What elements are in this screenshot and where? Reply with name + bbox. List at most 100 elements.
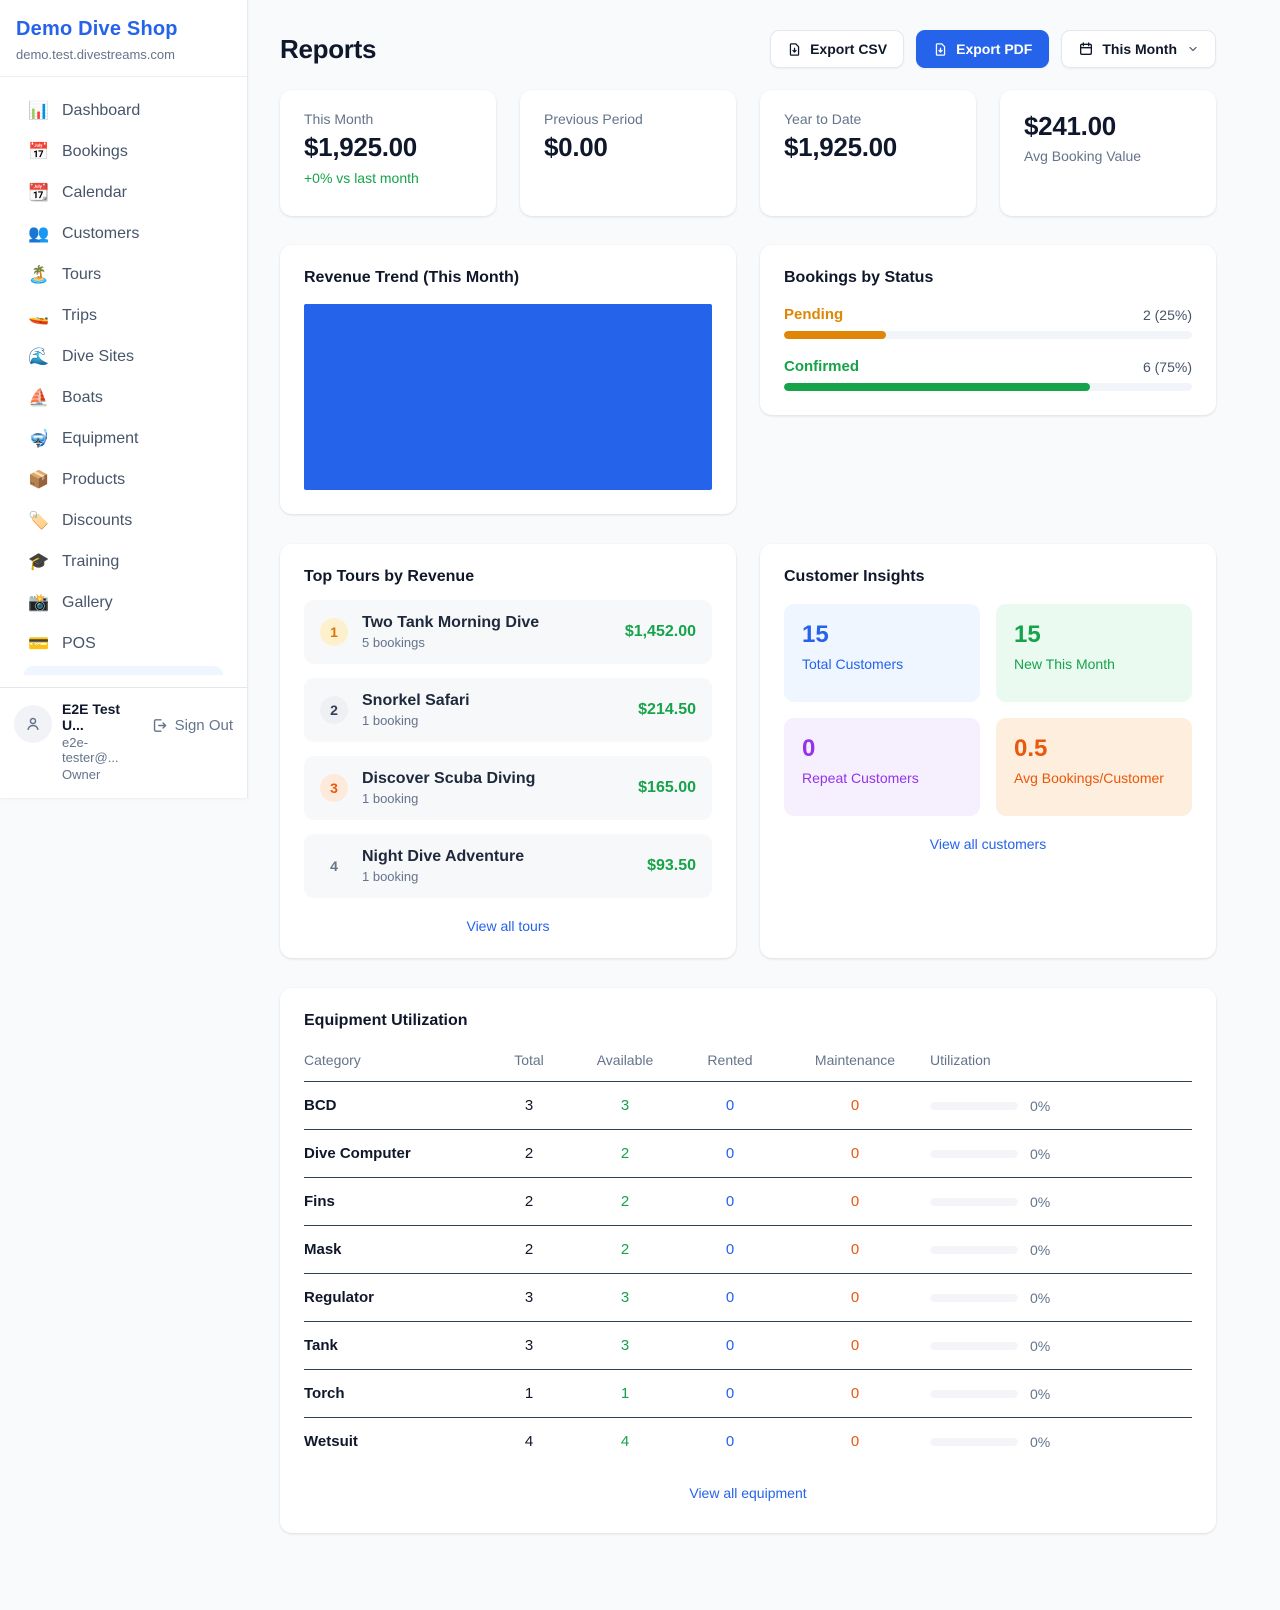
utilization-cell: 0% — [930, 1242, 1192, 1258]
equipment-table: Category Total Available Rented Maintena… — [304, 1042, 1192, 1465]
rank-badge: 4 — [330, 858, 338, 874]
table-row: Mask 2 2 0 0 0% — [304, 1225, 1192, 1274]
status-label: Pending — [784, 306, 844, 323]
insight-grid: 15 Total Customers 15 New This Month 0 R… — [784, 604, 1192, 816]
tour-bookings: 1 booking — [362, 713, 419, 728]
sidebar-item-training[interactable]: 🎓 Training — [12, 542, 235, 582]
sidebar-item-label: Discounts — [62, 512, 133, 529]
col-total: Total — [514, 1052, 544, 1068]
tour-name: Discover Scuba Diving — [362, 770, 536, 787]
page-header: Reports Export CSV Export PDF This Month — [280, 30, 1216, 68]
sidebar-user-section: E2E Test U... e2e-tester@... Owner Sign … — [0, 687, 247, 798]
utilization-cell: 0% — [930, 1338, 1192, 1354]
view-all-tours-link[interactable]: View all tours — [466, 918, 550, 934]
status-count: 6 (75%) — [1142, 358, 1192, 375]
file-download-icon — [933, 42, 948, 57]
status-bar-fill — [784, 331, 886, 339]
sidebar-item-calendar[interactable]: 📆 Calendar — [12, 173, 235, 213]
sidebar-nav: 📊 Dashboard 📅 Bookings 📆 Calendar 👥 Customer… — [0, 77, 247, 687]
sidebar-item-dashboard[interactable]: 📊 Dashboard — [12, 91, 235, 131]
utilization-cell: 0% — [930, 1098, 1192, 1114]
export-csv-button[interactable]: Export CSV — [770, 30, 905, 68]
header-actions: Export CSV Export PDF This Month — [770, 30, 1216, 68]
rank-badge: 1 — [320, 618, 348, 646]
stat-value: $0.00 — [544, 132, 608, 162]
view-all-customers-link[interactable]: View all customers — [929, 836, 1047, 852]
export-pdf-label: Export PDF — [956, 41, 1033, 57]
col-available: Available — [596, 1052, 654, 1068]
sidebar-item-bookings[interactable]: 📅 Bookings — [12, 132, 235, 172]
stat-value: $241.00 — [1024, 111, 1116, 141]
sidebar-header: Demo Dive Shop demo.test.divestreams.com — [0, 0, 247, 77]
top-tours-card: Top Tours by Revenue 1 Two Tank Morning … — [280, 544, 736, 958]
sidebar-item-equipment[interactable]: 🤿 Equipment — [12, 419, 235, 459]
tour-bookings: 1 booking — [362, 791, 419, 806]
table-row: Tank 3 3 0 0 0% — [304, 1321, 1192, 1370]
sign-out-button[interactable]: Sign Out — [151, 717, 233, 734]
user-email: e2e-tester@... — [62, 735, 119, 765]
main-content: Reports Export CSV Export PDF This Month — [248, 0, 1280, 1593]
boats-icon: ⛵ — [28, 388, 50, 407]
status-bar-track — [784, 383, 1192, 391]
sidebar-item-label: POS — [62, 635, 96, 652]
sidebar-item-pos[interactable]: 💳 POS — [12, 624, 235, 664]
sidebar-item-label: Training — [62, 553, 120, 570]
export-csv-label: Export CSV — [810, 41, 888, 57]
stat-card-year-to-date: Year to Date $1,925.00 — [760, 90, 976, 216]
tour-amount: $1,452.00 — [624, 623, 696, 640]
table-row: BCD 3 3 0 0 0% — [304, 1081, 1192, 1130]
status-row-pending: Pending 2 (25%) — [784, 306, 1192, 339]
tour-name: Snorkel Safari — [362, 692, 470, 709]
tile-label: Total Customers — [802, 656, 904, 672]
discounts-icon: 🏷️ — [28, 511, 50, 530]
export-pdf-button[interactable]: Export PDF — [916, 30, 1050, 68]
sidebar-item-dive-sites[interactable]: 🌊 Dive Sites — [12, 337, 235, 377]
sidebar-item-products[interactable]: 📦 Products — [12, 460, 235, 500]
sidebar-item-tours[interactable]: 🏝️ Tours — [12, 255, 235, 295]
sidebar-item-trips[interactable]: 🚤 Trips — [12, 296, 235, 336]
sign-out-label: Sign Out — [174, 717, 233, 734]
stat-value: $1,925.00 — [304, 132, 417, 162]
stat-value: $1,925.00 — [784, 132, 897, 162]
sidebar-item-gallery[interactable]: 📸 Gallery — [12, 583, 235, 623]
view-all-equipment-link[interactable]: View all equipment — [689, 1485, 807, 1501]
tour-bookings: 1 booking — [362, 869, 419, 884]
table-row: Wetsuit 4 4 0 0 0% — [304, 1417, 1192, 1465]
period-label: This Month — [1102, 41, 1177, 57]
mid-row: Top Tours by Revenue 1 Two Tank Morning … — [280, 544, 1216, 958]
shop-domain: demo.test.divestreams.com — [16, 47, 175, 62]
table-row: Fins 2 2 0 0 0% — [304, 1177, 1192, 1226]
tour-amount: $214.50 — [638, 701, 696, 718]
stat-label: This Month — [304, 111, 374, 127]
revenue-trend-chart — [304, 304, 712, 490]
sidebar-item-customers[interactable]: 👥 Customers — [12, 214, 235, 254]
equipment-utilization-title: Equipment Utilization — [304, 1012, 468, 1029]
sidebar-active-item-partially-scrolled[interactable] — [24, 666, 223, 675]
stat-delta: +0% vs last month — [304, 170, 419, 186]
tours-icon: 🏝️ — [28, 265, 50, 284]
customer-insights-card: Customer Insights 15 Total Customers 15 … — [760, 544, 1216, 958]
rank-badge: 3 — [320, 774, 348, 802]
sidebar-item-label: Products — [62, 471, 126, 488]
utilization-cell: 0% — [930, 1290, 1192, 1306]
shop-name: Demo Dive Shop — [16, 18, 178, 40]
stat-card-previous-period: Previous Period $0.00 — [520, 90, 736, 216]
sidebar-item-label: Trips — [62, 307, 97, 324]
training-icon: 🎓 — [28, 552, 50, 571]
sidebar-item-boats[interactable]: ⛵ Boats — [12, 378, 235, 418]
calendar-icon: 📆 — [28, 183, 50, 202]
stat-card-avg-booking-value: $241.00 Avg Booking Value — [1000, 90, 1216, 216]
table-row: Torch 1 1 0 0 0% — [304, 1369, 1192, 1418]
utilization-bar-track — [930, 1293, 1018, 1302]
sidebar-item-label: Calendar — [62, 184, 127, 201]
products-icon: 📦 — [28, 470, 50, 489]
tile-value: 0 — [802, 735, 816, 762]
tile-total-customers: 15 Total Customers — [784, 604, 980, 702]
dive-sites-icon: 🌊 — [28, 347, 50, 366]
sidebar-item-discounts[interactable]: 🏷️ Discounts — [12, 501, 235, 541]
page-title: Reports — [280, 33, 377, 64]
utilization-bar-track — [930, 1149, 1018, 1158]
tile-new-this-month: 15 New This Month — [996, 604, 1192, 702]
period-select[interactable]: This Month — [1061, 30, 1216, 68]
sidebar-item-label: Dashboard — [62, 102, 141, 119]
